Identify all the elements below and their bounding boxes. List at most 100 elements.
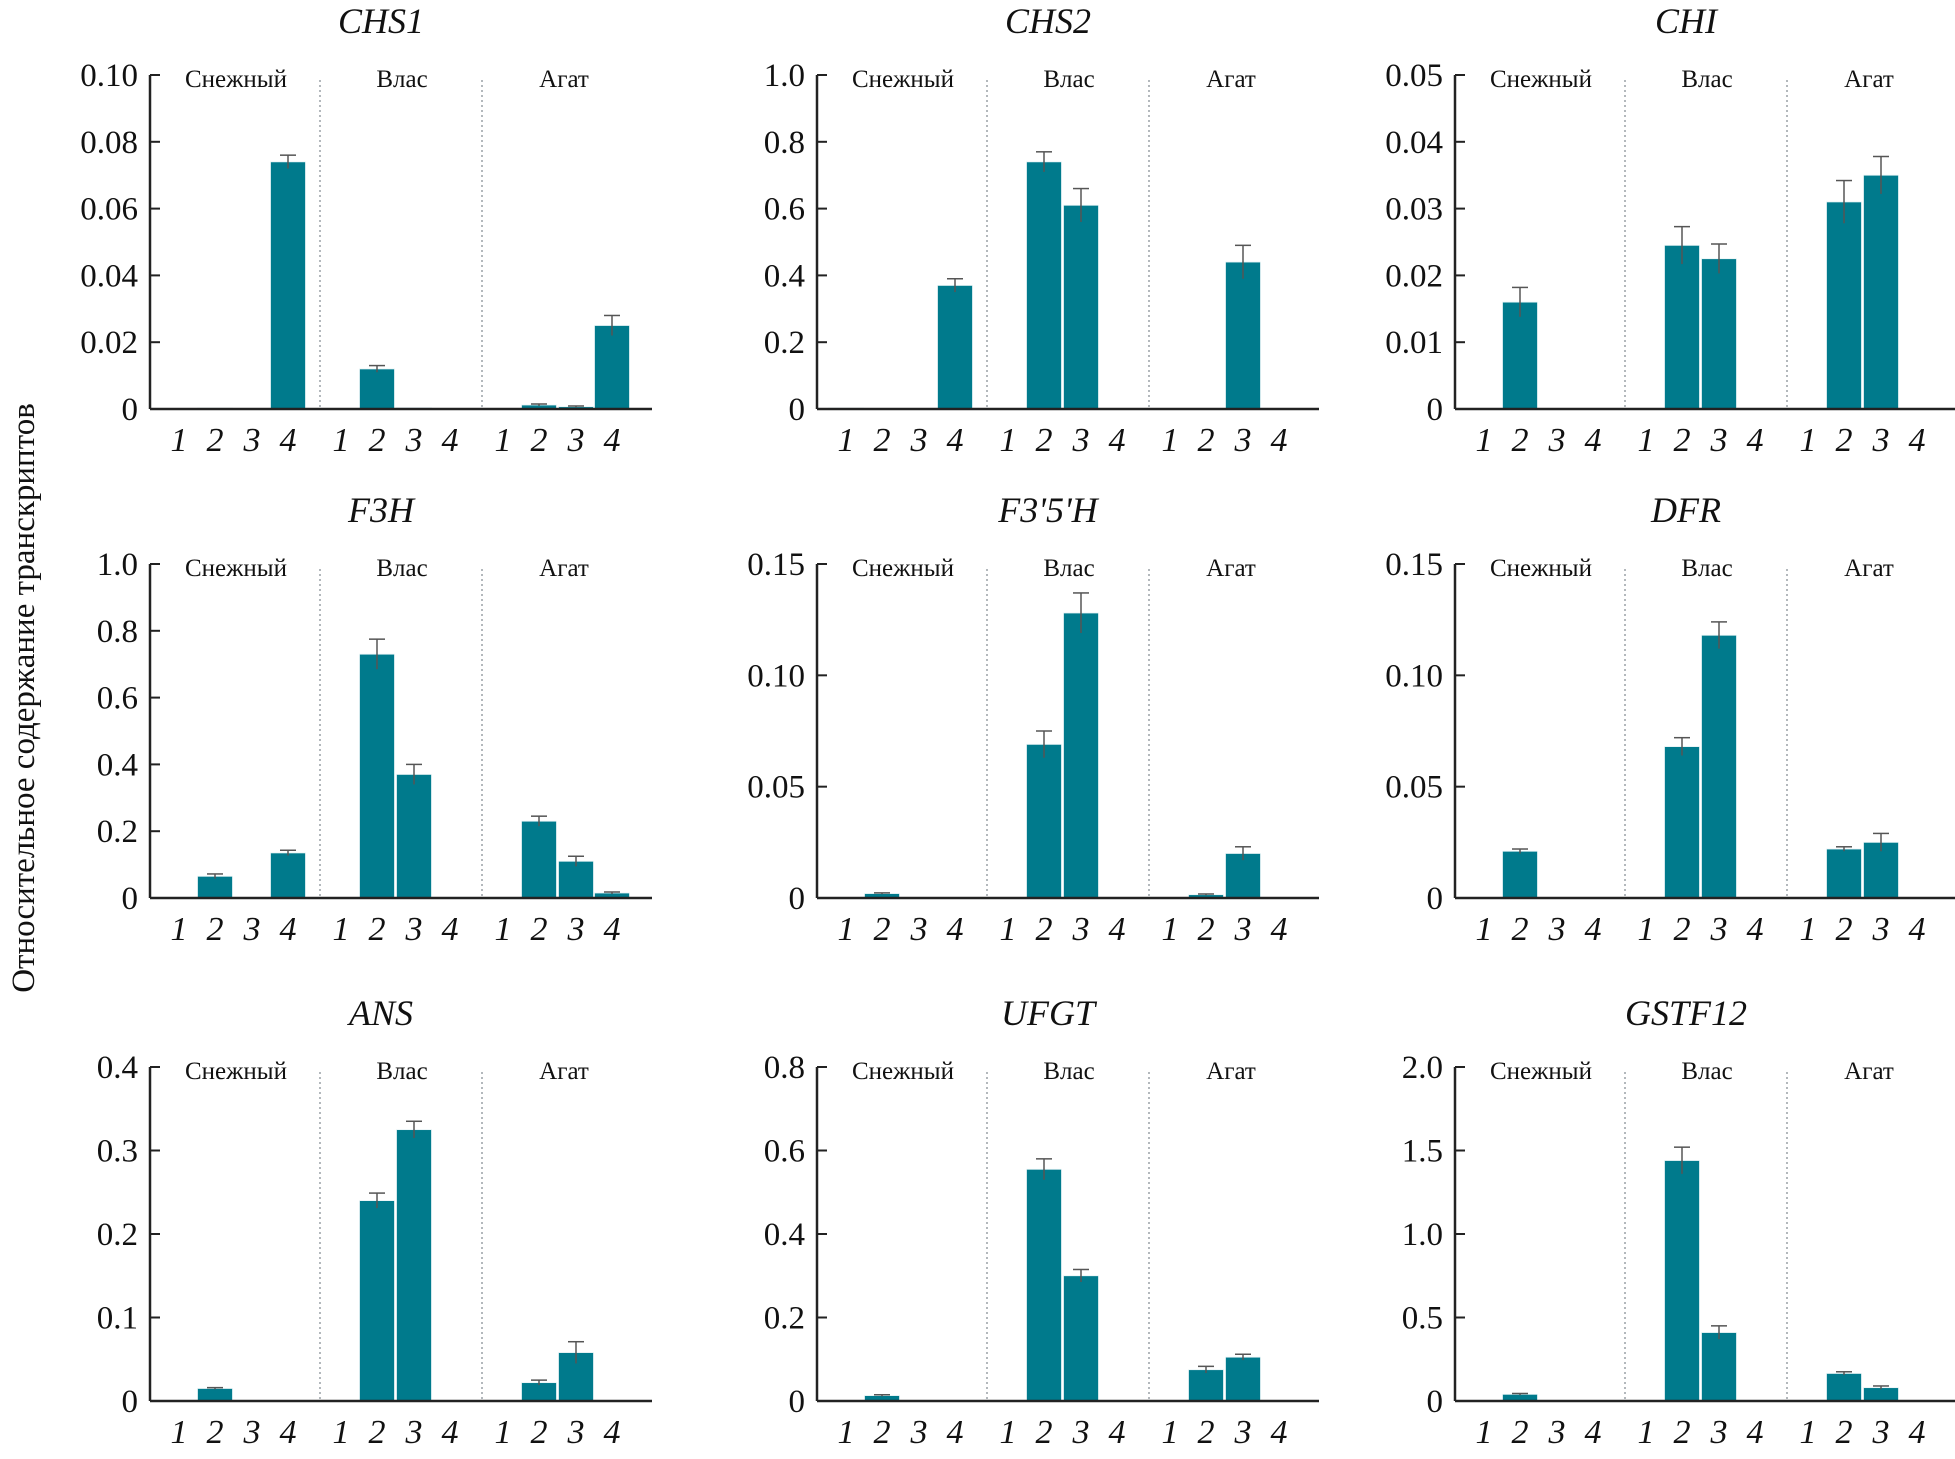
bar — [1664, 746, 1700, 899]
x-tick-label: 4 — [1109, 1414, 1126, 1451]
bar — [1026, 743, 1062, 899]
x-tick-label: 1 — [1000, 1414, 1017, 1451]
y-tick-label: 0.4 — [764, 258, 805, 294]
bar — [1701, 1332, 1737, 1402]
x-tick-label: 2 — [874, 422, 891, 459]
group-label: Влас — [1043, 1058, 1094, 1085]
y-tick-label: 0.4 — [97, 747, 138, 783]
x-tick-label: 4 — [947, 422, 964, 459]
x-tick-label: 3 — [1872, 911, 1890, 948]
y-tick-label: 0 — [122, 1384, 139, 1420]
bar — [197, 1388, 233, 1402]
y-tick-label: 0 — [1427, 881, 1444, 917]
x-tick-label: 1 — [1000, 911, 1017, 948]
x-tick-label: 3 — [243, 1414, 261, 1451]
x-tick-label: 3 — [405, 1414, 423, 1451]
x-tick-label: 2 — [531, 911, 548, 948]
x-tick-label: 4 — [1585, 1414, 1602, 1451]
y-tick-label: 0.2 — [97, 1217, 138, 1253]
x-tick-label: 4 — [947, 1414, 964, 1451]
group-label: Снежный — [1490, 66, 1592, 93]
x-tick-label: 3 — [1710, 1414, 1728, 1451]
group-label: Снежный — [852, 1058, 954, 1085]
group-label: Влас — [376, 1058, 427, 1085]
y-tick-label: 0.2 — [764, 1301, 805, 1337]
x-tick-label: 4 — [604, 1414, 621, 1451]
group-label: Снежный — [852, 66, 954, 93]
y-tick-label: 0 — [1427, 392, 1444, 428]
group-label: Влас — [1681, 1058, 1732, 1085]
bar — [558, 860, 594, 899]
panel-title: F3'5'H — [997, 490, 1099, 530]
x-tick-label: 1 — [838, 911, 855, 948]
x-tick-label: 1 — [1476, 911, 1493, 948]
x-tick-label: 3 — [1072, 422, 1090, 459]
x-tick-label: 3 — [910, 1414, 928, 1451]
y-tick-label: 2.0 — [1402, 1050, 1443, 1086]
x-tick-label: 2 — [1674, 1414, 1691, 1451]
x-tick-label: 1 — [333, 422, 350, 459]
panel-title: GSTF12 — [1625, 993, 1747, 1033]
x-tick-label: 2 — [369, 911, 386, 948]
x-tick-label: 3 — [910, 911, 928, 948]
x-tick-label: 2 — [1836, 911, 1853, 948]
x-tick-label: 1 — [495, 1414, 512, 1451]
group-label: Снежный — [1490, 1058, 1592, 1085]
bar — [197, 875, 233, 899]
panel-title: F3H — [347, 490, 416, 530]
y-tick-label: 0.8 — [764, 125, 805, 161]
x-tick-label: 4 — [1271, 1414, 1288, 1451]
group-label: Снежный — [185, 66, 287, 93]
y-tick-label: 0.02 — [1385, 258, 1443, 294]
x-tick-label: 1 — [1638, 422, 1655, 459]
y-tick-label: 0.15 — [1385, 547, 1443, 583]
group-label: Влас — [376, 555, 427, 582]
x-tick-label: 2 — [1512, 1414, 1529, 1451]
x-tick-label: 1 — [1162, 422, 1179, 459]
y-tick-label: 0.8 — [97, 614, 138, 650]
group-label: Влас — [376, 66, 427, 93]
x-tick-label: 4 — [1747, 422, 1764, 459]
bar — [1664, 1160, 1700, 1402]
x-tick-label: 3 — [1548, 911, 1566, 948]
panel-title: CHS2 — [1005, 1, 1091, 41]
x-tick-label: 4 — [280, 422, 297, 459]
x-tick-label: 2 — [1036, 422, 1053, 459]
x-tick-label: 4 — [1271, 422, 1288, 459]
x-tick-label: 2 — [1036, 911, 1053, 948]
bar — [1188, 1369, 1224, 1402]
x-tick-label: 3 — [1072, 1414, 1090, 1451]
x-tick-label: 3 — [1872, 1414, 1890, 1451]
bar — [1863, 174, 1899, 410]
y-tick-label: 0.4 — [764, 1217, 805, 1253]
x-tick-label: 3 — [1548, 422, 1566, 459]
x-tick-label: 1 — [171, 1414, 188, 1451]
x-tick-label: 2 — [874, 911, 891, 948]
x-tick-label: 2 — [1836, 422, 1853, 459]
x-tick-label: 4 — [604, 422, 621, 459]
x-tick-label: 4 — [280, 1414, 297, 1451]
group-label: Влас — [1681, 555, 1732, 582]
x-tick-label: 2 — [207, 911, 224, 948]
y-tick-label: 1.0 — [764, 58, 805, 94]
x-tick-label: 1 — [1476, 422, 1493, 459]
x-tick-label: 4 — [1585, 422, 1602, 459]
bar — [1026, 1168, 1062, 1402]
x-tick-label: 1 — [1000, 422, 1017, 459]
x-tick-label: 3 — [1548, 1414, 1566, 1451]
x-tick-label: 4 — [1585, 911, 1602, 948]
y-tick-label: 0.15 — [747, 547, 805, 583]
x-tick-label: 3 — [567, 911, 585, 948]
y-tick-label: 0 — [1427, 1384, 1444, 1420]
x-tick-label: 1 — [495, 911, 512, 948]
y-tick-label: 0.2 — [764, 325, 805, 361]
x-tick-label: 3 — [567, 1414, 585, 1451]
x-tick-label: 2 — [1198, 422, 1215, 459]
x-tick-label: 4 — [1747, 911, 1764, 948]
y-tick-label: 0.01 — [1385, 325, 1443, 361]
y-tick-label: 0.8 — [764, 1050, 805, 1086]
x-tick-label: 1 — [333, 1414, 350, 1451]
